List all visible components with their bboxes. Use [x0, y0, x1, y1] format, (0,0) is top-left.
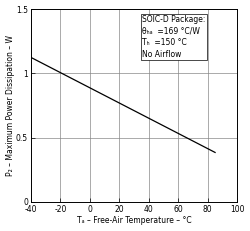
- Text: SOIC-D Package:
θₕₐ  =169 °C/W
Tₕ  =150 °C
No Airflow: SOIC-D Package: θₕₐ =169 °C/W Tₕ =150 °C…: [142, 15, 206, 59]
- X-axis label: Tₐ – Free-Air Temperature – °C: Tₐ – Free-Air Temperature – °C: [77, 216, 191, 225]
- Y-axis label: P₂ – Maximum Power Dissipation – W: P₂ – Maximum Power Dissipation – W: [6, 35, 15, 176]
